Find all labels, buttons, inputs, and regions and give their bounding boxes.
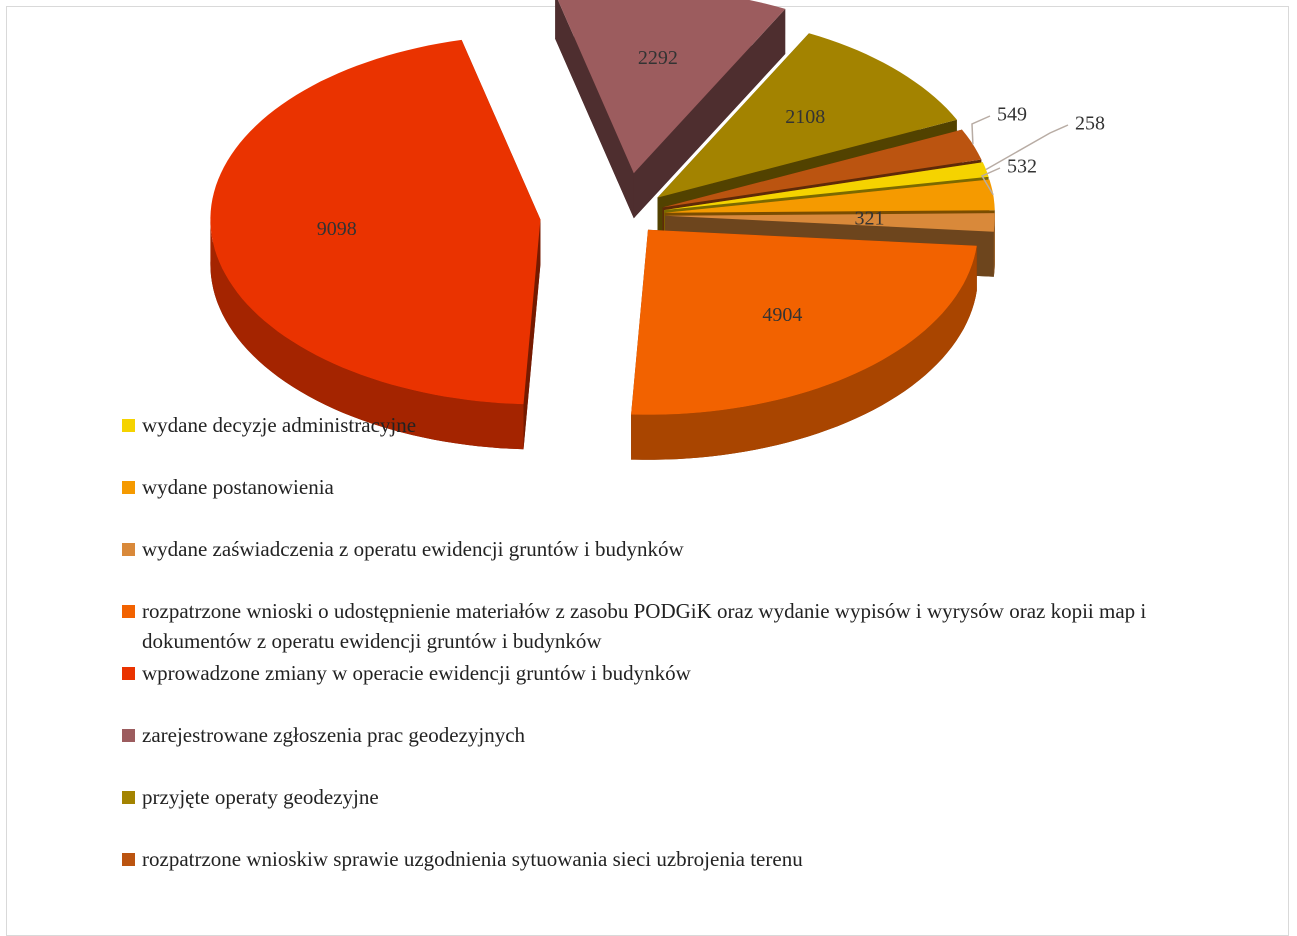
- legend-swatch: [122, 543, 135, 556]
- slice-top: [657, 33, 957, 198]
- legend-swatch: [122, 419, 135, 432]
- legend-swatch: [122, 729, 135, 742]
- data-label: 549: [997, 104, 1027, 126]
- slice-side: [993, 215, 995, 277]
- data-label: 258: [1075, 113, 1105, 135]
- legend-label: zarejestrowane zgłoszenia prac geodezyjn…: [142, 723, 526, 747]
- legend: wydane decyzje administracyjne wydane pos…: [118, 410, 1208, 906]
- data-label: 321: [854, 208, 884, 230]
- leader-line: [985, 124, 1069, 171]
- slice-top: [631, 229, 977, 415]
- slice: [555, 0, 786, 219]
- legend-item: wydane decyzje administracyjne: [118, 410, 1208, 472]
- legend-item: wprowadzone zmiany w operacie ewidencji …: [118, 658, 1208, 720]
- legend-label: rozpatrzone wnioski o udostępnienie mate…: [142, 599, 1147, 653]
- legend-item: przyjęte operaty geodezyjne: [118, 782, 1208, 844]
- data-label: 532: [1007, 156, 1037, 178]
- data-label: 2108: [785, 106, 825, 128]
- slice-wall: [633, 8, 786, 219]
- legend-label: wydane decyzje administracyjne: [142, 413, 417, 437]
- data-label: 9098: [317, 218, 357, 240]
- legend-label: przyjęte operaty geodezyjne: [142, 785, 379, 809]
- legend-label: wprowadzone zmiany w operacie ewidencji …: [142, 661, 691, 685]
- slice-side: [210, 219, 524, 450]
- leader-line: [971, 115, 991, 145]
- leader-line: [980, 167, 1001, 196]
- slice-wall: [555, 0, 634, 219]
- legend-swatch: [122, 853, 135, 866]
- legend-label: wydane postanowienia: [142, 475, 334, 499]
- legend-swatch: [122, 667, 135, 680]
- slice-top: [664, 179, 995, 213]
- legend-item: wydane zaświadczenia z operatu ewidencji…: [118, 534, 1208, 596]
- legend-item: zarejestrowane zgłoszenia prac geodezyjn…: [118, 720, 1208, 782]
- slice: [631, 229, 977, 460]
- slice-top: [664, 162, 989, 211]
- legend-swatch: [122, 481, 135, 494]
- slice: [210, 39, 541, 450]
- slice-top: [210, 39, 541, 405]
- legend-item: wydane postanowienia: [118, 472, 1208, 534]
- legend-item: rozpatrzone wnioski o udostępnienie mate…: [118, 596, 1208, 658]
- legend-label: rozpatrzone wnioskiw sprawie uzgodnienia…: [142, 847, 803, 871]
- slice-top: [662, 129, 982, 208]
- data-label: 4904: [762, 304, 802, 326]
- legend-swatch: [122, 605, 135, 618]
- slice-top: [665, 213, 995, 232]
- legend-item: rozpatrzone wnioskiw sprawie uzgodnienia…: [118, 844, 1208, 906]
- slice-side: [631, 245, 977, 460]
- slice-top: [557, 0, 786, 174]
- data-label: 2292: [638, 47, 678, 69]
- legend-swatch: [122, 791, 135, 804]
- legend-label: wydane zaświadczenia z operatu ewidencji…: [142, 537, 684, 561]
- slice-wall: [523, 219, 541, 450]
